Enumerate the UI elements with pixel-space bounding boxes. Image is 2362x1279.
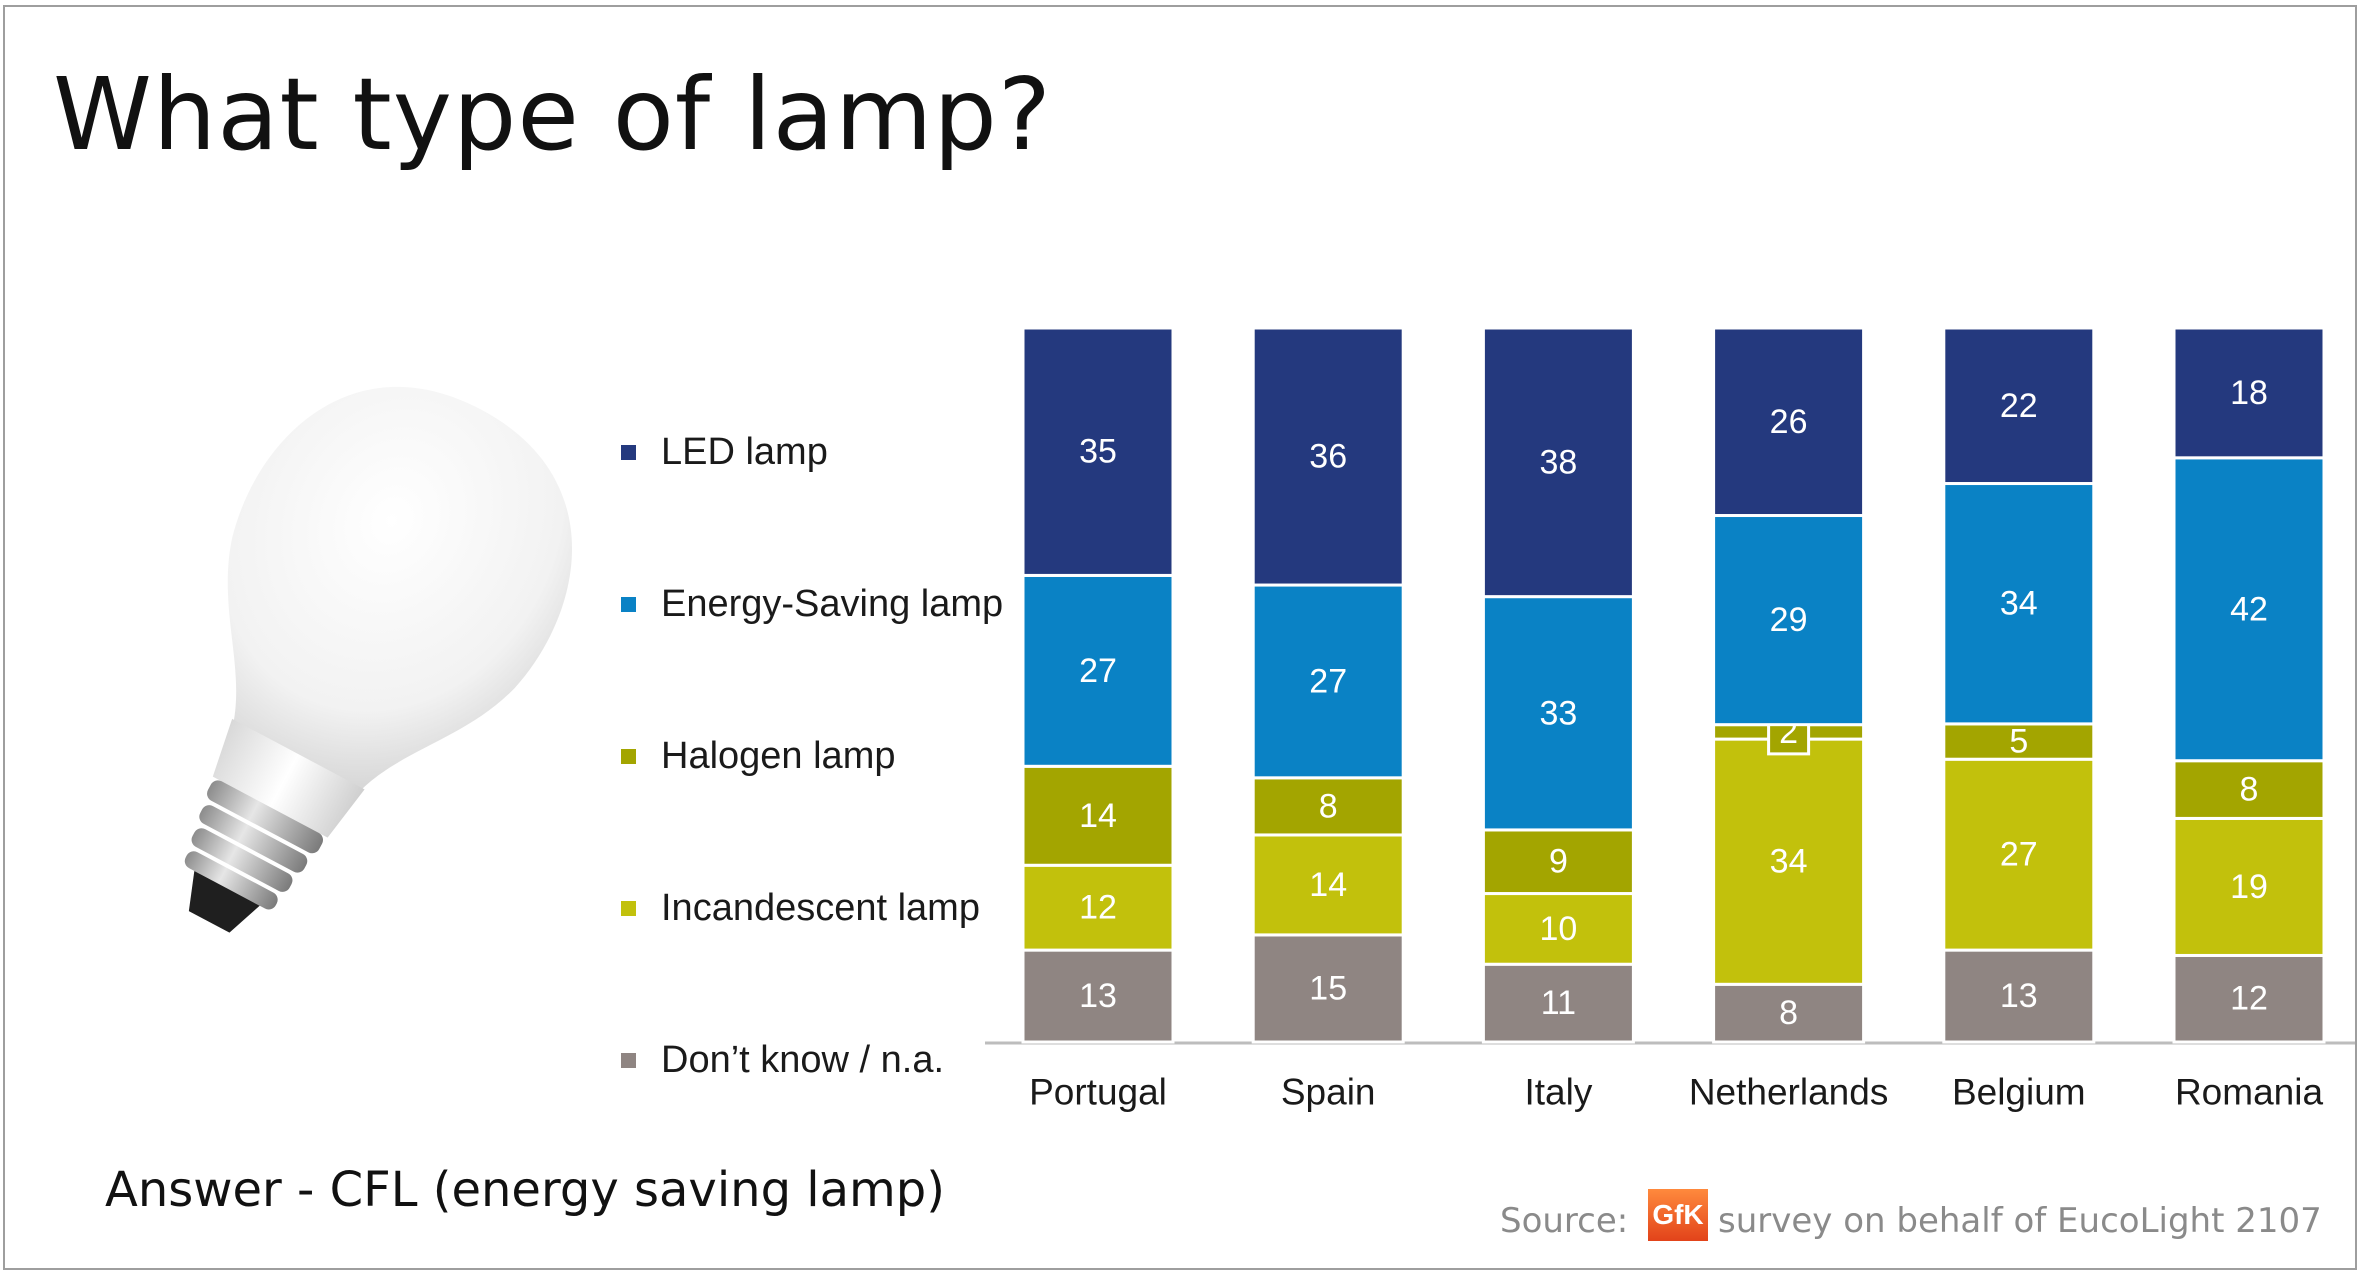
bar-segment [1021,948,1175,1044]
bar-segment [1481,326,1635,599]
bar-segment [1942,757,2096,952]
data-label: 29 [1770,601,1808,639]
data-label: 11 [1541,984,1576,1022]
data-label: 26 [1770,403,1808,441]
data-label: 13 [2000,977,2038,1015]
data-label: 8 [2240,771,2259,809]
data-label: 12 [2230,980,2268,1018]
legend-label: Incandescent lamp [661,887,980,929]
category-label: Italy [1524,1072,1592,1113]
bar-segment [2172,326,2326,460]
bar-segment [1021,863,1175,952]
data-label: 8 [1779,994,1798,1032]
data-label: 27 [2000,836,2038,874]
bar-segment [1712,326,1866,518]
legend-label: Halogen lamp [661,735,896,777]
light-bulb-icon [184,386,572,933]
legend-label: Energy-Saving lamp [661,583,1004,625]
data-label: 15 [1309,969,1347,1007]
bar-segment [1712,982,1866,1044]
answer-text: Answer - CFL (energy saving lamp) [105,1162,945,1218]
bar-segment [1481,892,1635,966]
bar-segment [2172,953,2326,1044]
bar-segment [1251,933,1405,1044]
slide: What type of lamp? [3,5,2357,1270]
data-label: 27 [1309,662,1347,700]
legend-label: Don’t know / n.a. [661,1039,945,1081]
data-label: 12 [1079,889,1117,927]
page-title: What type of lamp? [53,56,1052,173]
gfk-logo: GfK [1648,1189,1708,1241]
source-label: Source: [1500,1201,1629,1241]
bar-segment [1021,326,1175,577]
data-label: 19 [2230,868,2268,906]
stacked-bar-chart: 13 12 14 27 35 Portugal 15 14 8 27 36 Spain 11 10 9 33 3… [985,326,2355,1113]
data-label: 38 [1539,443,1577,481]
bar-segment [1251,833,1405,937]
bar-segment [1251,583,1405,780]
bar-segment [2172,456,2326,763]
source-text: survey on behalf of EucoLight 2107 [1718,1201,2322,1241]
bar-segment [1021,764,1175,867]
bar-segment [1712,514,1866,727]
bar-segment [1481,828,1635,896]
bar-segment [1942,326,2096,486]
data-label: 36 [1309,438,1347,476]
data-label: 10 [1539,910,1577,948]
legend-swatch [621,901,636,916]
bar-segment [1942,948,2096,1044]
data-label: 13 [1079,977,1117,1015]
data-label: 22 [2000,387,2038,425]
data-label: 27 [1079,652,1117,690]
data-label: 18 [2230,374,2268,412]
category-label: Romania [2175,1072,2323,1113]
bar-segment [1251,776,1405,837]
bar-segment [1481,962,1635,1044]
data-label: 34 [1770,843,1808,881]
data-label: 34 [2000,585,2038,623]
data-label: 9 [1549,843,1568,881]
data-label: 8 [1319,787,1338,825]
data-label: 14 [1309,866,1347,904]
category-label: Netherlands [1689,1072,1889,1113]
legend-swatch [621,749,636,764]
legend-swatch [621,1053,636,1068]
data-label: 35 [1079,433,1117,471]
legend-swatch [621,597,636,612]
category-label: Spain [1281,1072,1376,1113]
category-label: Belgium [1952,1072,2086,1113]
legend-swatch [621,445,636,460]
data-label: 14 [1079,797,1117,835]
data-label: 33 [1539,694,1577,732]
data-label: 5 [2009,723,2028,761]
legend-label: LED lamp [661,431,828,473]
data-label: 42 [2230,590,2268,628]
category-label: Portugal [1029,1072,1167,1113]
bar-segment [1712,737,1866,986]
bar-segment [1251,326,1405,587]
bar-segment [1481,595,1635,832]
